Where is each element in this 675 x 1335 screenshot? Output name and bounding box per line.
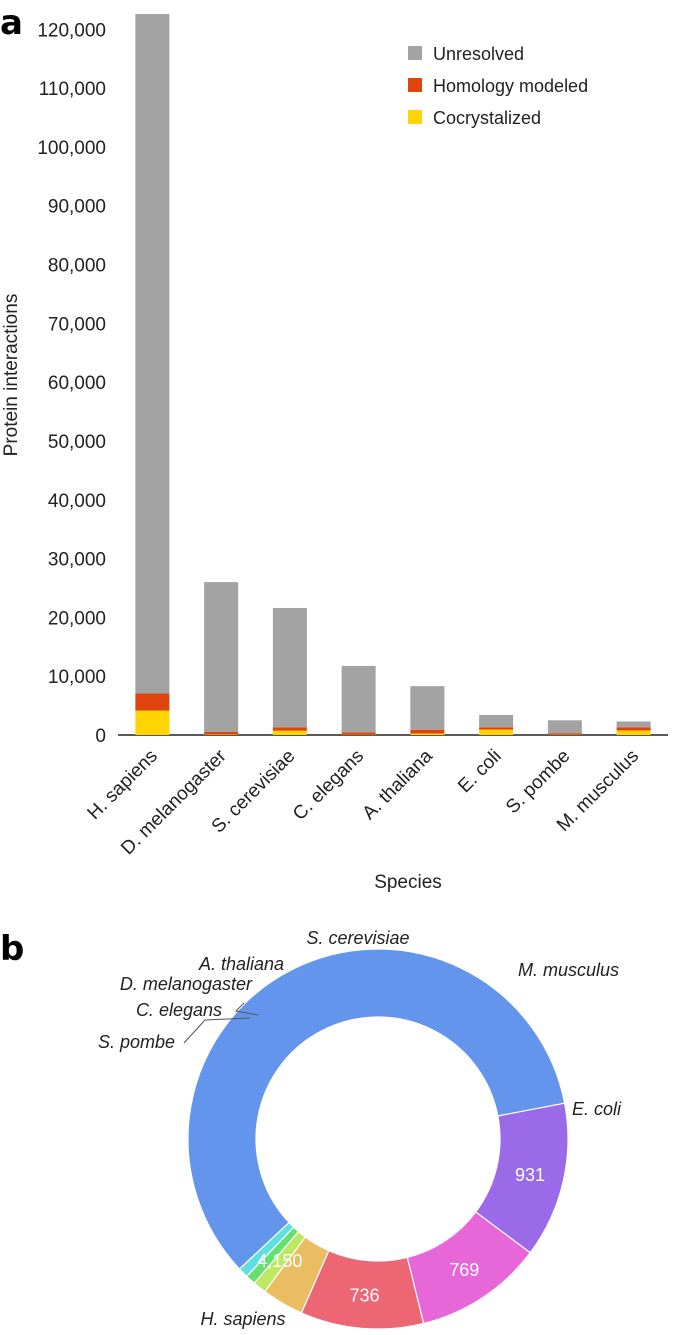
x-axis-title: Species [374,872,442,893]
legend-label-unresolved: Unresolved [433,44,524,64]
y-tick-label: 90,000 [48,197,106,218]
bar-cocrystalized-s-cerevisiae [272,730,307,735]
bar-cocrystalized-a-thaliana [410,733,445,735]
legend: Unresolved Homology modeled Cocrystalized [408,44,588,128]
bar-cocrystalized-h-sapiens [135,710,170,735]
slice-s-pombe [238,1221,295,1278]
bars [135,14,651,735]
bar-homology-modeled-s-pombe [547,733,582,735]
legend-label-cocrystalized: Cocrystalized [433,108,541,128]
bar-unresolved-a-thaliana [410,686,445,730]
legend-swatch-unresolved [408,46,422,60]
bar-homology-modeled-c-elegans [341,732,376,735]
x-tick-label: E. coli [454,746,505,797]
bar-unresolved-d-melanogaster [204,582,239,732]
slice-label-m-musculus: M. musculus [518,960,619,980]
y-tick-label: 30,000 [48,550,106,571]
slice-value-s-cerevisiae: 736 [350,1285,380,1305]
bar-chart: 0 10,000 20,000 30,000 40,000 50,000 60,000 70,… [1,14,668,893]
panel-letter-a: a [0,3,23,43]
donut-chart: 4,150 931 769 736 H. sapiens E. coli M. muscu… [98,928,622,1330]
y-tick-label: 100,000 [37,138,106,159]
slice-label-s-pombe: S. pombe [98,1032,175,1052]
bar-cocrystalized-m-musculus [616,730,651,735]
slice-label-d-melanogaster: D. melanogaster [120,974,253,994]
bar-unresolved-m-musculus [616,721,651,728]
bar-homology-modeled-s-cerevisiae [272,727,307,731]
y-tick-label: 120,000 [37,20,106,41]
slice-value-m-musculus: 769 [449,1260,479,1280]
bar-unresolved-h-sapiens [135,14,170,694]
leader-line-d-melanogaster [234,1002,259,1016]
slice-label-a-thaliana: A. thaliana [198,954,284,974]
y-tick-label: 50,000 [48,432,106,453]
bar-unresolved-c-elegans [341,665,376,733]
slice-label-e-coli: E. coli [572,1099,622,1119]
y-tick-label: 20,000 [48,608,106,629]
bar-homology-modeled-e-coli [479,727,514,730]
legend-swatch-cocrystalized [408,110,422,124]
slice-label-h-sapiens: H. sapiens [200,1309,285,1329]
bar-homology-modeled-d-melanogaster [204,731,239,735]
donut-labels: H. sapiens E. coli M. musculus S. cerevisia… [98,928,622,1329]
y-tick-label: 60,000 [48,373,106,394]
y-tick-label: 80,000 [48,256,106,277]
y-tick-label: 0 [95,726,106,747]
slice-label-s-cerevisiae: S. cerevisiae [306,928,409,948]
donut-slices [187,948,569,1330]
bar-homology-modeled-m-musculus [616,727,651,731]
x-tick-label: A. thaliana [359,745,438,824]
slice-h-sapiens [187,948,566,1270]
panel-letter-b: b [0,929,24,969]
slice-value-e-coli: 931 [515,1165,545,1185]
bar-unresolved-s-pombe [547,720,582,734]
bar-homology-modeled-a-thaliana [410,729,445,734]
y-axis: 0 10,000 20,000 30,000 40,000 50,000 60,000 70,… [37,20,668,747]
y-tick-label: 70,000 [48,314,106,335]
y-tick-label: 110,000 [39,79,106,100]
slice-value-h-sapiens: 4,150 [257,1251,302,1271]
slice-label-c-elegans: C. elegans [136,1000,222,1020]
y-axis-title: Protein interactions [1,294,22,457]
bar-unresolved-e-coli [479,715,514,728]
y-tick-label: 40,000 [48,491,106,512]
leader-line-c-elegans [183,1017,251,1044]
bar-homology-modeled-h-sapiens [135,693,170,711]
bar-cocrystalized-e-coli [479,729,514,735]
y-tick-label: 10,000 [48,667,106,688]
x-tick-label: S. pombe [502,746,574,818]
legend-label-homology-modeled: Homology modeled [433,76,588,96]
bar-unresolved-s-cerevisiae [272,607,307,728]
x-tick-label: C. elegans [289,746,368,825]
legend-swatch-homology-modeled [408,78,422,92]
donut-values: 4,150 931 769 736 [257,1165,545,1305]
